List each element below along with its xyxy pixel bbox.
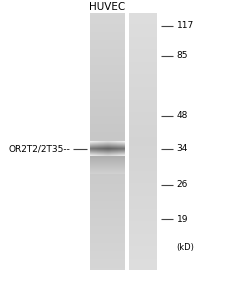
Text: HUVEC: HUVEC: [89, 2, 125, 12]
Text: OR2T2/2T35--: OR2T2/2T35--: [9, 144, 70, 153]
Text: 19: 19: [176, 214, 187, 224]
Text: 26: 26: [176, 180, 187, 189]
Text: (kD): (kD): [176, 243, 194, 252]
Text: 117: 117: [176, 21, 193, 30]
Text: 48: 48: [176, 111, 187, 120]
Text: 34: 34: [176, 144, 187, 153]
Text: 85: 85: [176, 51, 187, 60]
